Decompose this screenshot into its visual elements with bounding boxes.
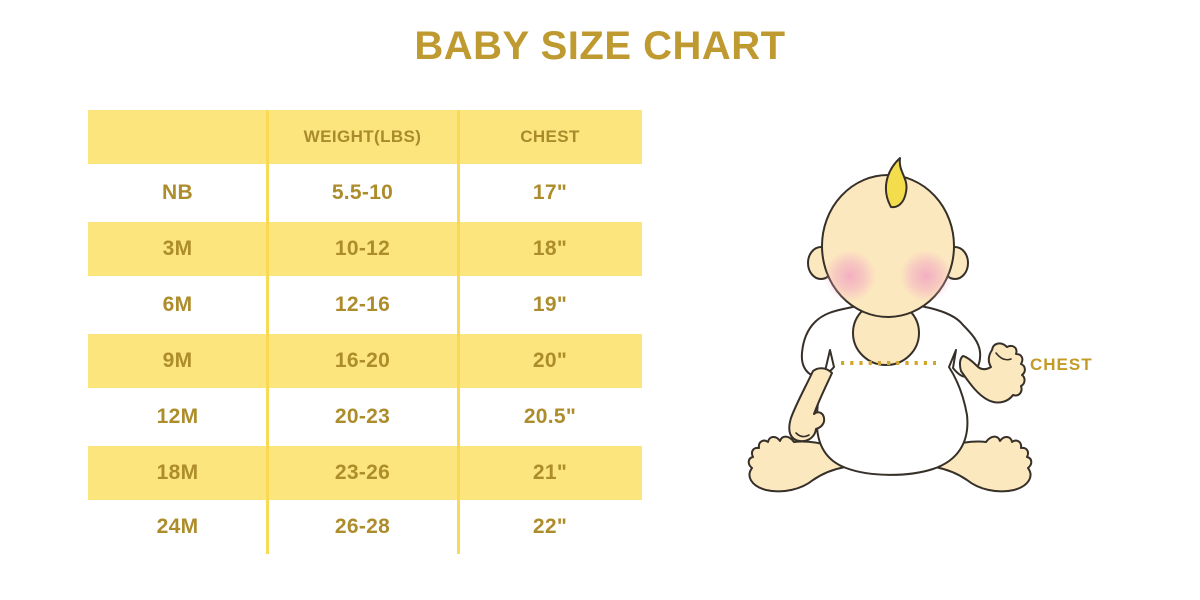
header-size-cell (88, 110, 267, 164)
chest-cell: 18" (532, 237, 568, 260)
header-chest-cell: CHEST (520, 127, 580, 146)
baby-illustration: CHEST (720, 150, 1120, 510)
chest-cell: 21" (532, 461, 568, 484)
baby-right-thumb (995, 352, 1012, 361)
column-divider (457, 110, 460, 554)
table-header-row: WEIGHT(LBS) CHEST (88, 110, 642, 164)
weight-cell: 26-28 (334, 515, 391, 538)
weight-cell: 10-12 (334, 237, 391, 260)
page-title: BABY SIZE CHART (414, 24, 786, 68)
table-row: 6M 12-16 19" (88, 276, 642, 334)
baby-left-hand-fingers (795, 432, 810, 438)
table-row: NB 5.5-10 17" (88, 164, 642, 222)
weight-cell: 23-26 (334, 461, 391, 484)
baby-right-arm (958, 342, 1026, 404)
column-divider (266, 110, 269, 554)
chest-cell: 22" (532, 515, 568, 538)
header-weight-cell: WEIGHT(LBS) (303, 127, 422, 146)
table-row: 3M 10-12 18" (88, 222, 642, 276)
chest-cell: 20.5" (523, 405, 577, 428)
baby-left-leg (747, 435, 879, 493)
size-cell: 9M (162, 349, 193, 372)
baby-right-cheek (900, 250, 952, 302)
size-cell: 6M (162, 293, 193, 316)
chest-cell: 17" (532, 181, 568, 204)
size-cell: 24M (156, 515, 199, 538)
chest-cell: 20" (532, 349, 568, 372)
weight-cell: 16-20 (334, 349, 391, 372)
table-row: 18M 23-26 21" (88, 446, 642, 500)
weight-cell: 20-23 (334, 405, 391, 428)
baby-svg: CHEST (747, 157, 1093, 493)
size-cell: 12M (156, 405, 199, 428)
table-row: 24M 26-28 22" (88, 500, 642, 554)
table-row: 12M 20-23 20.5" (88, 388, 642, 446)
baby-right-leg (901, 435, 1033, 493)
baby-left-arm (788, 367, 833, 443)
size-cell: NB (162, 181, 193, 204)
chest-cell: 19" (532, 293, 568, 316)
baby-hair-curl (884, 157, 908, 209)
chest-label: CHEST (1030, 355, 1093, 374)
size-cell: 18M (156, 461, 199, 484)
weight-cell: 5.5-10 (331, 181, 394, 204)
size-cell: 3M (162, 237, 193, 260)
baby-left-cheek (824, 250, 876, 302)
size-table: WEIGHT(LBS) CHEST NB 5.5-10 17" 3M 10-12… (88, 110, 642, 554)
weight-cell: 12-16 (334, 293, 391, 316)
baby-onesie (800, 302, 982, 476)
table-row: 9M 16-20 20" (88, 334, 642, 388)
